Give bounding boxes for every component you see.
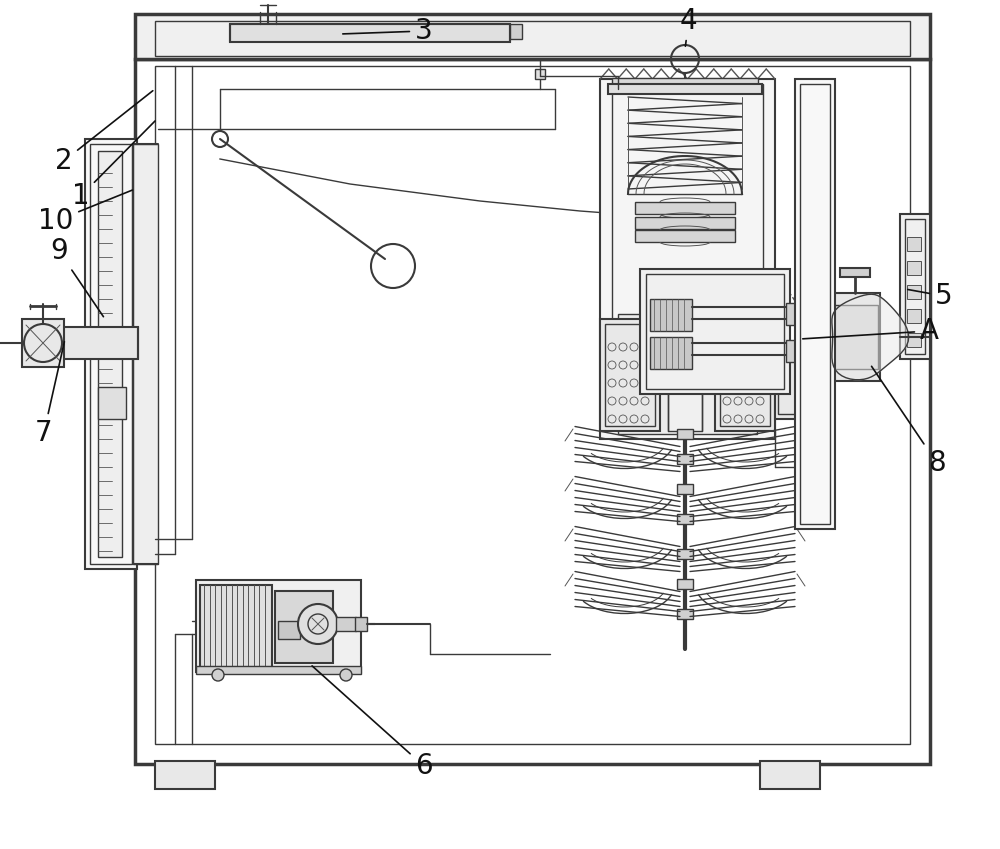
Bar — [135, 59, 930, 764]
Bar — [135, 14, 930, 59]
Bar — [133, 144, 158, 564]
Bar — [278, 621, 300, 639]
Bar — [85, 139, 137, 569]
Bar — [715, 319, 775, 431]
Bar — [230, 24, 510, 42]
Bar — [900, 214, 930, 359]
Bar — [90, 144, 132, 564]
Text: 3: 3 — [343, 17, 433, 45]
Bar — [677, 429, 693, 439]
Bar — [778, 356, 803, 414]
Bar — [22, 319, 64, 367]
Bar — [677, 454, 693, 464]
Bar — [635, 230, 735, 242]
Bar — [355, 617, 367, 631]
Bar — [677, 484, 693, 494]
Bar — [510, 24, 522, 39]
Text: 2: 2 — [55, 91, 153, 175]
Bar — [775, 349, 807, 419]
Circle shape — [212, 669, 224, 681]
Bar — [907, 333, 921, 347]
Bar — [677, 579, 693, 589]
Bar — [800, 84, 830, 524]
Bar — [605, 324, 655, 426]
Text: 1: 1 — [72, 121, 155, 210]
Bar — [677, 514, 693, 524]
Text: A: A — [803, 317, 939, 345]
Bar — [275, 591, 333, 663]
Bar — [535, 69, 545, 79]
Bar — [907, 309, 921, 323]
Text: 4: 4 — [680, 7, 698, 46]
Bar — [650, 337, 692, 369]
Bar — [200, 585, 272, 667]
Bar — [907, 237, 921, 251]
Text: 7: 7 — [35, 341, 64, 447]
Bar — [786, 303, 796, 325]
Circle shape — [298, 604, 338, 644]
Bar — [760, 761, 820, 789]
Bar — [600, 319, 660, 431]
Bar — [907, 261, 921, 275]
Bar — [635, 217, 735, 229]
Text: 9: 9 — [50, 237, 103, 317]
Bar — [336, 617, 356, 631]
Polygon shape — [832, 295, 909, 380]
Bar — [646, 274, 784, 389]
Bar — [905, 219, 925, 354]
Bar — [618, 314, 757, 434]
Bar — [600, 79, 775, 439]
Bar — [907, 285, 921, 299]
Bar — [640, 269, 790, 394]
Bar — [677, 549, 693, 559]
Bar — [832, 305, 878, 369]
Bar — [155, 21, 910, 56]
Bar — [155, 66, 910, 744]
Bar — [650, 299, 692, 331]
Text: 6: 6 — [312, 666, 433, 780]
Bar — [612, 78, 758, 87]
Bar — [612, 84, 763, 429]
Text: 10: 10 — [38, 190, 132, 235]
Bar — [840, 268, 870, 277]
Bar — [795, 79, 835, 529]
Bar — [720, 324, 770, 426]
Bar — [60, 327, 138, 359]
Bar — [98, 151, 122, 557]
Bar — [196, 580, 361, 672]
Bar — [635, 202, 735, 214]
Bar — [608, 84, 762, 94]
Text: 8: 8 — [872, 366, 946, 477]
Bar — [677, 609, 693, 619]
Bar — [668, 319, 702, 431]
Bar — [786, 340, 796, 362]
Text: 5: 5 — [908, 282, 953, 310]
Circle shape — [340, 669, 352, 681]
Bar — [155, 761, 215, 789]
Bar — [98, 387, 126, 419]
Bar — [196, 666, 361, 674]
Bar — [830, 293, 880, 381]
